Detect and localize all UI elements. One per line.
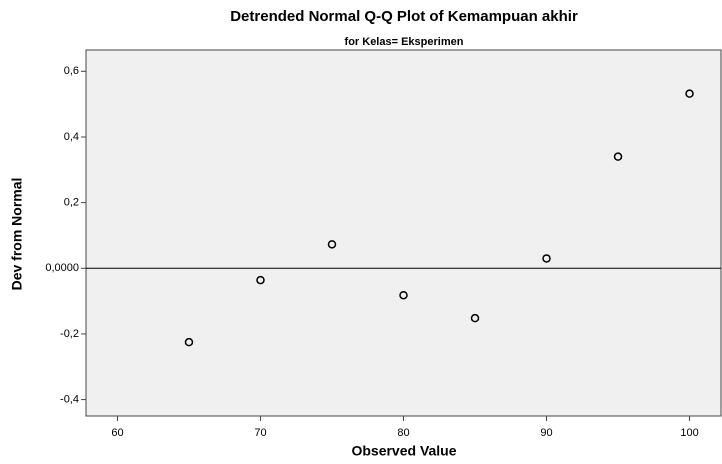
chart-subtitle: for Kelas= Eksperimen (345, 36, 464, 48)
y-tick-label: -0,4 (60, 393, 79, 405)
x-tick-label: 100 (680, 427, 698, 439)
x-tick-label: 60 (111, 427, 123, 439)
y-tick-label: 0,4 (64, 131, 79, 143)
point (184, 337, 194, 347)
y-tick-label: 0,2 (64, 197, 79, 209)
y-tick-label: 0,0000 (45, 262, 79, 274)
x-tick-label: 80 (397, 427, 409, 439)
x-axis-label: Observed Value (351, 443, 456, 459)
y-axis-label: Dev from Normal (9, 178, 25, 291)
point (685, 89, 694, 98)
chart-title: Detrended Normal Q-Q Plot of Kemampuan a… (230, 8, 578, 25)
point (470, 313, 480, 323)
point (613, 152, 623, 161)
point (327, 240, 337, 249)
y-tick-label: 0,6 (64, 65, 79, 77)
x-tick-label: 90 (540, 427, 552, 439)
plot-area (85, 49, 722, 417)
point (542, 254, 551, 263)
point (256, 275, 265, 285)
point (399, 290, 408, 300)
y-tick-label: -0,2 (60, 328, 79, 340)
x-tick-label: 70 (254, 427, 266, 439)
